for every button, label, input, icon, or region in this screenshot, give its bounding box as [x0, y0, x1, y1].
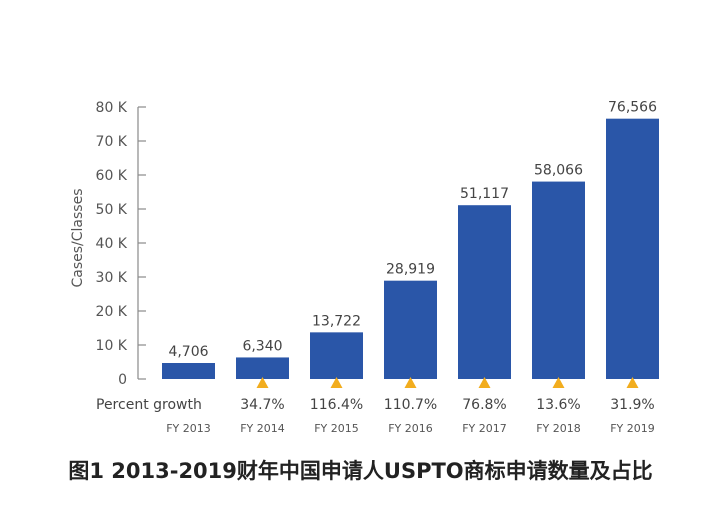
bars — [162, 118, 659, 379]
y-tick-label: 60 K — [96, 168, 128, 184]
y-tick-label: 30 K — [96, 270, 128, 286]
growth-marker — [330, 377, 343, 388]
x-tick-label: FY 2015 — [314, 422, 359, 435]
percent-growth-row-label: Percent growth — [96, 397, 202, 413]
y-tick-label: 0 — [118, 372, 127, 388]
labels: 4,706 FY 2013 6,340 34.7% FY 2014 13,722 116.4… — [166, 100, 657, 435]
x-tick-label: FY 2016 — [388, 422, 433, 435]
bar-value-label: 6,340 — [242, 338, 282, 354]
bar-value-label: 28,919 — [386, 262, 435, 278]
growth-value: 34.7% — [240, 397, 284, 413]
y-tick-label: 40 K — [96, 236, 128, 252]
bar — [236, 357, 289, 379]
growth-value: 31.9% — [610, 397, 654, 413]
y-tick-label: 70 K — [96, 134, 128, 150]
growth-value: 13.6% — [536, 397, 580, 413]
growth-marker — [478, 377, 491, 388]
bar — [310, 332, 363, 379]
x-tick-label: FY 2019 — [610, 422, 655, 435]
y-tick-label: 10 K — [96, 338, 128, 354]
bar-value-label: 51,117 — [460, 186, 509, 202]
x-tick-label: FY 2018 — [536, 422, 581, 435]
bar-value-label: 13,722 — [312, 313, 361, 329]
growth-marker — [404, 377, 417, 388]
bar — [532, 181, 585, 379]
y-tick-label: 80 K — [96, 100, 128, 116]
bar — [384, 280, 437, 379]
y-tick-label: 50 K — [96, 202, 128, 218]
bar — [458, 205, 511, 379]
bar-value-label: 76,566 — [608, 100, 657, 116]
x-tick-label: FY 2017 — [462, 422, 507, 435]
growth-marker — [552, 377, 565, 388]
bar — [162, 362, 215, 379]
growth-marker — [626, 377, 639, 388]
y-axis: 0 10 K 20 K 30 K 40 K 50 K 60 K 70 K 80 K — [96, 100, 146, 388]
y-tick-label: 20 K — [96, 304, 128, 320]
growth-value: 116.4% — [310, 397, 363, 413]
x-tick-label: FY 2013 — [166, 422, 211, 435]
y-axis-label: Cases/Classes — [70, 188, 86, 287]
growth-value: 110.7% — [384, 397, 437, 413]
figure-caption: 图1 2013-2019财年中国申请人USPTO商标申请数量及占比 — [68, 459, 653, 483]
x-tick-label: FY 2014 — [240, 422, 285, 435]
bar — [606, 118, 659, 379]
growth-marker — [256, 377, 269, 388]
bar-value-label: 58,066 — [534, 163, 583, 179]
growth-value: 76.8% — [462, 397, 506, 413]
bar-value-label: 4,706 — [168, 344, 208, 360]
